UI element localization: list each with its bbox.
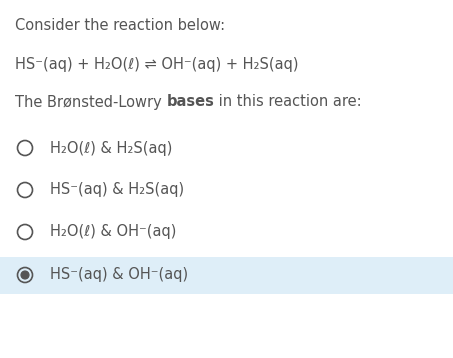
Text: H₂O(ℓ) & H₂S(aq): H₂O(ℓ) & H₂S(aq) [50,140,173,155]
Text: The Brønsted-Lowry: The Brønsted-Lowry [15,95,166,110]
Circle shape [21,271,29,279]
FancyBboxPatch shape [0,256,453,294]
Text: HS⁻(aq) & H₂S(aq): HS⁻(aq) & H₂S(aq) [50,183,184,198]
Text: HS⁻(aq) & OH⁻(aq): HS⁻(aq) & OH⁻(aq) [50,267,188,282]
Text: in this reaction are:: in this reaction are: [214,95,362,110]
Text: HS⁻(aq) + H₂O(ℓ) ⇌ OH⁻(aq) + H₂S(aq): HS⁻(aq) + H₂O(ℓ) ⇌ OH⁻(aq) + H₂S(aq) [15,58,299,73]
Text: Consider the reaction below:: Consider the reaction below: [15,18,225,33]
Text: bases: bases [166,95,214,110]
Text: H₂O(ℓ) & OH⁻(aq): H₂O(ℓ) & OH⁻(aq) [50,224,176,240]
